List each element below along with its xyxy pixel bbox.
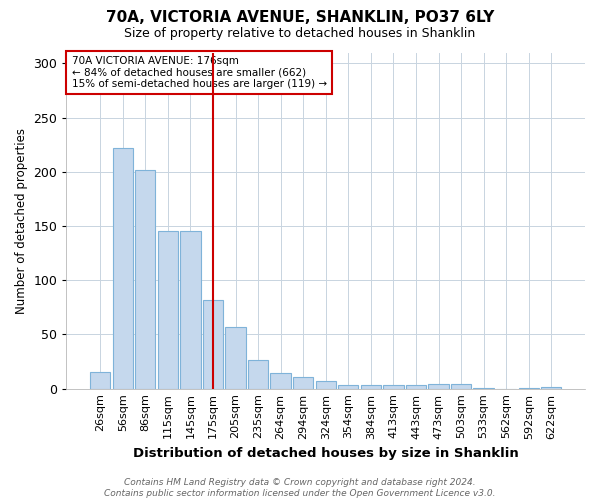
Bar: [451, 384, 471, 388]
Bar: [316, 381, 336, 388]
Bar: [361, 386, 381, 388]
Bar: [383, 386, 404, 388]
Bar: [113, 148, 133, 388]
Bar: [90, 372, 110, 388]
Text: Contains HM Land Registry data © Crown copyright and database right 2024.
Contai: Contains HM Land Registry data © Crown c…: [104, 478, 496, 498]
Text: Size of property relative to detached houses in Shanklin: Size of property relative to detached ho…: [124, 28, 476, 40]
Bar: [203, 300, 223, 388]
Bar: [135, 170, 155, 388]
X-axis label: Distribution of detached houses by size in Shanklin: Distribution of detached houses by size …: [133, 447, 518, 460]
Bar: [338, 386, 358, 388]
Text: 70A, VICTORIA AVENUE, SHANKLIN, PO37 6LY: 70A, VICTORIA AVENUE, SHANKLIN, PO37 6LY: [106, 10, 494, 25]
Bar: [541, 386, 562, 388]
Text: 70A VICTORIA AVENUE: 176sqm
← 84% of detached houses are smaller (662)
15% of se: 70A VICTORIA AVENUE: 176sqm ← 84% of det…: [71, 56, 327, 89]
Bar: [406, 386, 426, 388]
Bar: [428, 384, 449, 388]
Y-axis label: Number of detached properties: Number of detached properties: [15, 128, 28, 314]
Bar: [271, 374, 291, 388]
Bar: [180, 232, 200, 388]
Bar: [248, 360, 268, 388]
Bar: [158, 232, 178, 388]
Bar: [226, 327, 245, 388]
Bar: [293, 377, 313, 388]
